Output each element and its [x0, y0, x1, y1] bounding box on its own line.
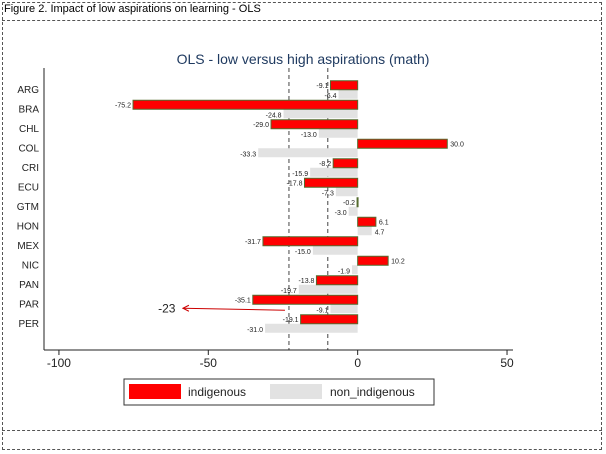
data-label-non-indigenous: 4.7 — [375, 229, 385, 236]
bar-non-indigenous — [310, 167, 358, 177]
bar-indigenous — [132, 99, 359, 110]
category-label: HON — [17, 221, 39, 232]
category-label: ECU — [18, 182, 39, 193]
bar-indigenous — [300, 314, 359, 325]
data-label-non-indigenous: -9.1 — [316, 307, 328, 314]
x-axis: -100 -50 0 50 — [43, 68, 514, 370]
category-label: MEX — [17, 241, 39, 252]
data-label-indigenous: -8.2 — [319, 161, 331, 168]
legend-label-indigenous: indigenous — [188, 385, 246, 399]
data-label-indigenous: -19.1 — [283, 317, 299, 324]
bar-indigenous — [357, 138, 448, 149]
bar-indigenous — [329, 80, 359, 91]
category-label: PAR — [19, 299, 39, 310]
category-label: BRA — [18, 104, 39, 115]
bar-non-indigenous — [330, 304, 358, 314]
bar-non-indigenous — [283, 109, 358, 119]
bar-non-indigenous — [258, 148, 358, 158]
annotation-arrow — [182, 307, 285, 311]
data-label-indigenous: -31.7 — [245, 239, 261, 246]
annotation: -23 — [158, 301, 285, 315]
bar-indigenous — [262, 236, 359, 247]
category-label: ARG — [17, 85, 39, 96]
bar-indigenous — [357, 255, 389, 266]
data-label-non-indigenous: -15.9 — [292, 171, 308, 178]
data-label-non-indigenous: -6.4 — [324, 93, 336, 100]
figure-frame — [2, 2, 602, 450]
category-label: CHL — [19, 124, 39, 135]
legend-swatch-indigenous — [129, 384, 181, 399]
legend: indigenous non_indigenous — [123, 378, 435, 406]
bar-indigenous — [315, 275, 359, 286]
category-label: PAN — [19, 280, 39, 291]
legend-label-non-indigenous: non_indigenous — [330, 385, 415, 399]
bar-non-indigenous — [338, 89, 358, 99]
category-label: NIC — [22, 260, 39, 271]
annotation-label: -23 — [158, 301, 176, 315]
data-label-indigenous: -9.1 — [316, 83, 328, 90]
bar-non-indigenous — [312, 245, 358, 255]
bar-non-indigenous — [318, 128, 358, 138]
data-label-non-indigenous: -15.0 — [295, 249, 311, 256]
bottom-divider — [2, 430, 602, 431]
data-label-indigenous: -17.8 — [287, 180, 303, 187]
figure-caption: Figure 2. Impact of low aspirations on l… — [4, 3, 261, 15]
data-label-non-indigenous: -13.0 — [301, 132, 317, 139]
data-label-non-indigenous: -19.7 — [281, 288, 297, 295]
bar-non-indigenous — [357, 226, 372, 236]
bar-indigenous — [270, 119, 359, 130]
data-label-indigenous: -13.8 — [298, 278, 314, 285]
data-label-non-indigenous: -3.0 — [335, 210, 347, 217]
bar-non-indigenous — [335, 187, 358, 197]
data-label-indigenous: 6.1 — [379, 219, 389, 226]
bar-non-indigenous — [351, 265, 358, 275]
category-label: CRI — [22, 163, 39, 174]
bar-indigenous — [303, 177, 359, 188]
data-label-indigenous: -35.1 — [235, 297, 251, 304]
data-label-indigenous: 30.0 — [450, 141, 464, 148]
bar-non-indigenous — [265, 323, 358, 333]
data-label-non-indigenous: -1.9 — [338, 268, 350, 275]
data-label-non-indigenous: -31.0 — [247, 327, 263, 334]
bar-non-indigenous — [348, 206, 358, 216]
x-tick-label: 50 — [500, 356, 514, 370]
category-labels: ARG BRA CHL COL CRI ECU GTM HON MEX NIC PAN PAR PER — [17, 85, 40, 330]
bar-indigenous — [357, 216, 377, 227]
category-label: GTM — [17, 202, 39, 213]
chart-title: OLS - low versus high aspirations (math) — [177, 51, 430, 67]
data-label-non-indigenous: -7.3 — [322, 190, 334, 197]
x-tick-label: -100 — [47, 356, 71, 370]
data-label-non-indigenous: -33.3 — [240, 151, 256, 158]
caption-divider — [2, 20, 602, 21]
category-label: COL — [18, 143, 39, 154]
data-label-non-indigenous: -24.8 — [266, 112, 282, 119]
bar-indigenous — [332, 158, 359, 169]
annotation-arrowhead — [181, 304, 190, 312]
data-label-indigenous: -29.0 — [253, 122, 269, 129]
data-label-indigenous: -75.2 — [115, 102, 131, 109]
x-tick-label: 0 — [354, 356, 361, 370]
data-label-indigenous: -0.2 — [343, 200, 355, 207]
data-label-indigenous: 10.2 — [391, 258, 405, 265]
bars: -9.1 -6.4 -75.2 -24.8 -29.0 -13.0 30.0 -33.3 -8.… — [115, 80, 464, 334]
bar-non-indigenous — [298, 284, 358, 294]
legend-swatch-non-indigenous — [270, 384, 322, 399]
bar-indigenous — [356, 197, 359, 208]
bar-indigenous — [252, 294, 359, 305]
x-tick-label: -50 — [200, 356, 218, 370]
category-label: PER — [18, 319, 39, 330]
